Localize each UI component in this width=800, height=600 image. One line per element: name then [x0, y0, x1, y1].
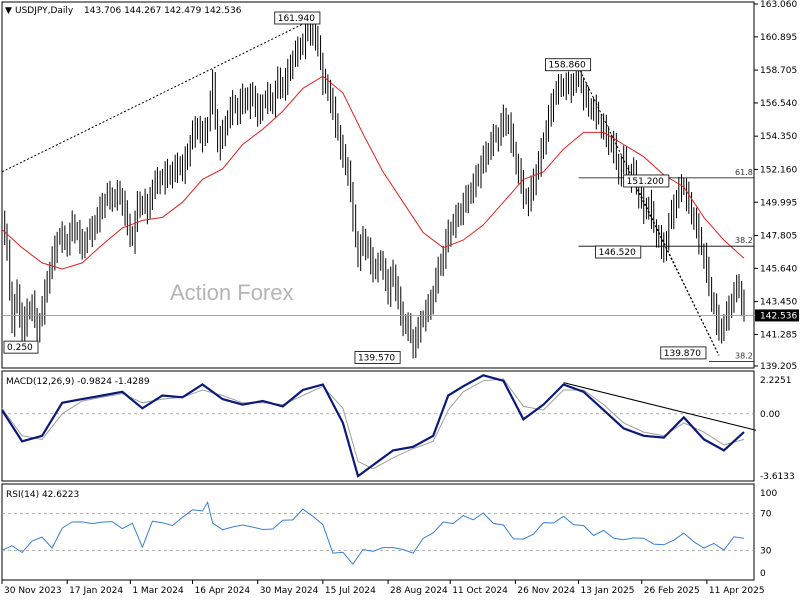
x-tick-label: 16 Apr 2024 — [195, 586, 251, 596]
x-tick-label: 13 Jan 2025 — [581, 586, 635, 596]
rsi-panel — [1, 483, 755, 581]
macd-y-tick-label: -3.6133 — [760, 472, 795, 482]
last-price-label: 142.536 — [760, 311, 797, 321]
macd-y-tick-label: 2.2251 — [760, 376, 792, 386]
x-tick-label: 17 Jan 2024 — [69, 586, 123, 596]
y-tick-label: 158.705 — [760, 66, 797, 76]
level-label: 146.520 — [599, 248, 636, 258]
trend-line-drop — [578, 66, 720, 356]
rsi-y-tick-label: 100 — [760, 489, 777, 499]
rsi-y-tick-label: 0 — [760, 569, 766, 579]
fib-level-label: 38.2 — [735, 236, 753, 245]
x-tick-label: 11 Oct 2024 — [452, 586, 508, 596]
level-label: 158.860 — [548, 61, 585, 71]
level-label-box — [354, 351, 401, 364]
y-tick-label: 147.805 — [760, 231, 797, 241]
level-label: 139.870 — [664, 349, 701, 359]
y-tick-label: 156.540 — [760, 99, 797, 109]
y-tick-label: 143.450 — [760, 298, 797, 308]
level-label-box — [623, 174, 670, 188]
macd-y-tick-label: 0.00 — [760, 410, 780, 420]
rsi-y-tick-label: 70 — [760, 510, 772, 520]
chart-header-arrow: ▼ — [5, 6, 12, 16]
y-tick-label: 160.895 — [760, 33, 797, 43]
rsi-y-tick-label: 30 — [760, 546, 772, 556]
rsi-line — [1, 500, 745, 566]
x-tick-label: 15 Jul 2024 — [325, 586, 376, 596]
moving-average-line — [1, 75, 745, 270]
symbol-label: USDJPY,Daily — [15, 6, 74, 16]
fib-level-label: 38.2 — [735, 352, 753, 361]
x-tick-label: 30 May 2024 — [260, 586, 319, 596]
y-tick-label: 141.285 — [760, 330, 797, 340]
trend-line-drop-2 — [633, 182, 720, 356]
level-label-box — [545, 58, 592, 72]
level-label: 161.940 — [278, 14, 315, 24]
last-price-tag — [755, 309, 799, 322]
rsi-layer — [1, 500, 754, 566]
trend-line-upper — [1, 21, 309, 173]
macd-line — [1, 374, 745, 478]
x-tick-label: 11 Apr 2025 — [709, 586, 765, 596]
x-tick-label: 1 Mar 2024 — [132, 586, 184, 596]
macd-panel — [1, 370, 755, 482]
y-tick-label: 145.640 — [760, 264, 797, 274]
x-tick-label: 30 Nov 2023 — [4, 586, 62, 596]
ohlc-label: 143.706 144.267 142.479 142.536 — [84, 6, 242, 16]
level-label-box — [595, 245, 642, 259]
watermark: Action Forex — [170, 280, 294, 305]
macd-trend-line — [563, 382, 757, 431]
x-tick-label: 26 Nov 2024 — [517, 586, 575, 596]
y-tick-label: 139.205 — [760, 362, 797, 372]
y-tick-label: 152.160 — [760, 165, 797, 175]
macd-title: MACD(12,26,9) -0.9824 -1.4289 — [6, 377, 150, 387]
y-tick-label: 149.995 — [760, 198, 797, 208]
macd-layer — [1, 374, 757, 478]
rsi-title: RSI(14) 42.6223 — [6, 490, 79, 500]
level-label-box — [660, 346, 707, 360]
y-tick-label: 154.350 — [760, 132, 797, 142]
level-label: 0.250 — [7, 343, 33, 353]
x-tick-label: 26 Feb 2025 — [644, 586, 700, 596]
level-label-box — [3, 340, 39, 354]
y-tick-label: 163.060 — [760, 0, 797, 10]
fib-level-label: 61.8 — [735, 168, 753, 177]
level-label: 139.570 — [358, 353, 395, 363]
level-label-box — [274, 11, 321, 25]
price-layer: 61.8 38.2 38.2 161.940 158.860 151.200 146.520… — [1, 11, 754, 364]
level-label: 151.200 — [627, 177, 664, 187]
x-tick-label: 28 Aug 2024 — [390, 586, 448, 596]
